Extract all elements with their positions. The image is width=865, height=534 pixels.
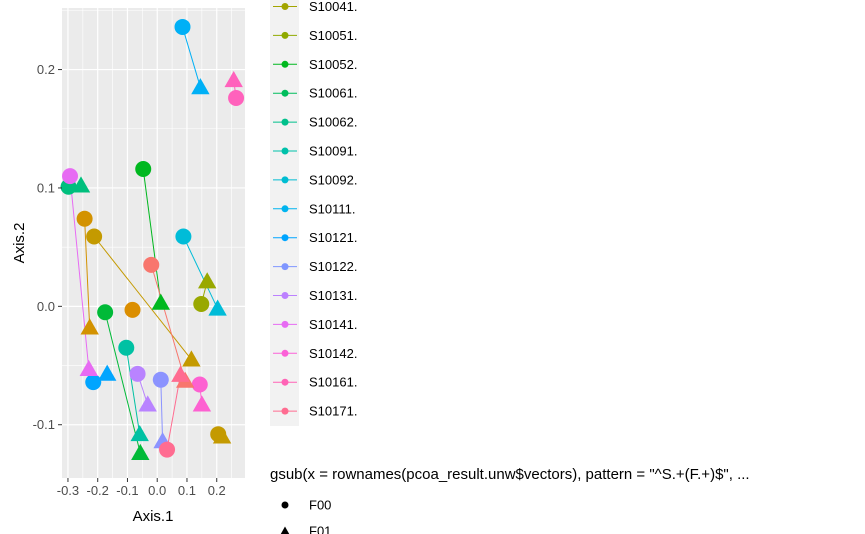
point-circle [135,161,152,178]
series-path [84,218,91,328]
legend-label: F00 [309,498,331,513]
point-triangle [182,350,201,367]
x-axis-title: Axis.1 [133,508,174,525]
legend-label: S10061. [309,86,357,101]
legend-key-point [281,31,289,39]
y-axis-title: Axis.2 [11,223,28,264]
x-tick-label: -0.1 [116,483,138,498]
legend-label: S10122. [309,259,357,274]
point-circle [97,304,114,321]
legend-label: F01 [309,524,331,534]
point-triangle [191,78,210,95]
series-path [142,168,162,303]
point-triangle [224,71,243,88]
legend-label: S10051. [309,28,357,43]
series-path [150,264,186,382]
legend-key-point [281,234,289,242]
series-points [60,18,245,460]
legend-key-point [281,89,289,97]
y-tick-label: 0.0 [37,299,55,314]
point-triangle [192,395,212,412]
legend-label: S10141. [309,317,357,332]
point-circle [174,18,191,35]
point-triangle [130,425,149,442]
point-circle [85,374,102,391]
legend-label: S10142. [309,346,357,361]
color-legend: S10041. S10051. S10052. S10061. S10062. S1009… [273,0,357,419]
point-triangle [80,318,99,335]
point-triangle [98,364,117,381]
point-triangle [151,293,170,310]
series-path [93,236,192,360]
x-tick-label: 0.2 [208,483,226,498]
legend-key-circle [281,501,289,509]
grid-minor [62,8,245,478]
legend-key-point [281,3,289,10]
legend-label: S10091. [309,144,357,159]
shape-legend-title: gsub(x = rownames(pcoa_result.unw$vector… [270,466,750,483]
legend-label: S10052. [309,57,357,72]
y-axis-ticks: -0.1 0.0 0.1 0.2 [33,62,62,432]
legend-key-point [281,349,289,357]
legend-key-point [281,176,289,184]
point-circle [191,376,208,393]
point-circle [129,365,146,382]
legend-key-point [281,378,289,386]
series-path [182,26,201,88]
point-circle [124,301,141,318]
legend-key-point [281,118,289,126]
legend-label: S10092. [309,172,357,187]
legend-label: S10161. [309,375,357,390]
point-circle [152,371,169,388]
point-triangle [198,272,217,289]
legend-label: S10062. [309,115,357,130]
y-tick-label: 0.2 [37,62,55,77]
legend-label: S10131. [309,288,357,303]
legend-key-triangle [280,526,290,534]
x-tick-label: -0.3 [57,483,79,498]
x-tick-label: 0.0 [148,483,166,498]
point-triangle [131,443,150,460]
series-path [160,379,164,442]
point-triangle [71,176,91,193]
series-path [125,347,141,435]
legend-label: S10121. [309,230,357,245]
y-tick-label: -0.1 [33,417,55,432]
point-circle [193,295,210,312]
legend-key-point [281,60,289,68]
shape-legend: F00 F01 [280,498,331,534]
series-path [69,176,90,370]
legend-key-point [281,407,289,415]
point-triangle [212,427,232,444]
series-path [182,236,219,309]
point-triangle [138,395,157,412]
legend-key-point [281,263,289,271]
legend-key-point [281,320,289,328]
legend-label: S10041. [309,0,357,14]
point-circle [118,339,135,356]
legend-label: S10111. [309,201,356,216]
point-triangle [79,359,98,376]
point-circle [175,228,192,245]
legend-key-point [281,147,289,155]
point-circle [76,210,93,227]
point-circle [143,256,160,273]
y-tick-label: 0.1 [37,180,55,195]
legend-key-point [281,205,289,213]
x-tick-label: -0.2 [87,483,109,498]
point-circle [228,89,245,106]
point-circle [62,168,79,185]
point-triangle [208,299,227,316]
legend-key-point [281,292,289,299]
point-circle [159,441,176,458]
legend-label: S10171. [309,404,357,419]
point-circle [86,228,103,245]
point-triangle [171,365,190,382]
x-tick-label: 0.1 [178,483,196,498]
series-path [104,312,141,454]
x-axis-ticks: -0.3 -0.2 -0.1 0.0 0.1 0.2 [57,478,226,498]
